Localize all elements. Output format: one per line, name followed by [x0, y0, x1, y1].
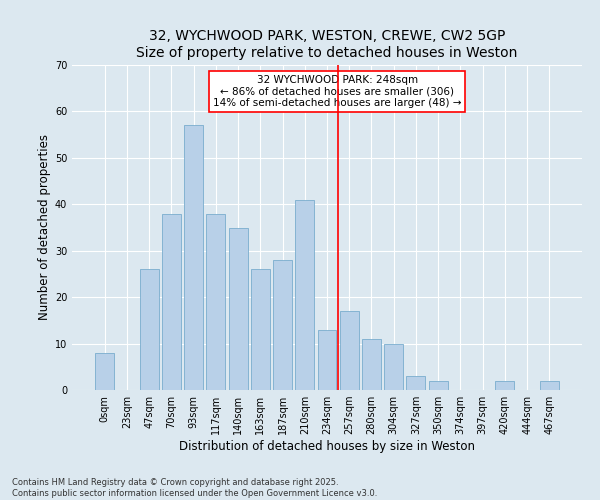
Bar	[429, 380, 448, 390]
Bar	[540, 380, 559, 390]
X-axis label: Distribution of detached houses by size in Weston: Distribution of detached houses by size …	[179, 440, 475, 453]
Bar	[95, 353, 114, 390]
Y-axis label: Number of detached properties: Number of detached properties	[38, 134, 50, 320]
Text: 32 WYCHWOOD PARK: 248sqm
← 86% of detached houses are smaller (306)
14% of semi-: 32 WYCHWOOD PARK: 248sqm ← 86% of detach…	[213, 74, 461, 108]
Bar	[162, 214, 181, 390]
Bar	[206, 214, 225, 390]
Bar	[406, 376, 425, 390]
Bar	[229, 228, 248, 390]
Text: Contains HM Land Registry data © Crown copyright and database right 2025.
Contai: Contains HM Land Registry data © Crown c…	[12, 478, 377, 498]
Bar	[295, 200, 314, 390]
Bar	[184, 126, 203, 390]
Bar	[496, 380, 514, 390]
Bar	[140, 270, 158, 390]
Bar	[317, 330, 337, 390]
Bar	[362, 339, 381, 390]
Bar	[340, 311, 359, 390]
Bar	[384, 344, 403, 390]
Bar	[273, 260, 292, 390]
Title: 32, WYCHWOOD PARK, WESTON, CREWE, CW2 5GP
Size of property relative to detached : 32, WYCHWOOD PARK, WESTON, CREWE, CW2 5G…	[136, 30, 518, 60]
Bar	[251, 270, 270, 390]
